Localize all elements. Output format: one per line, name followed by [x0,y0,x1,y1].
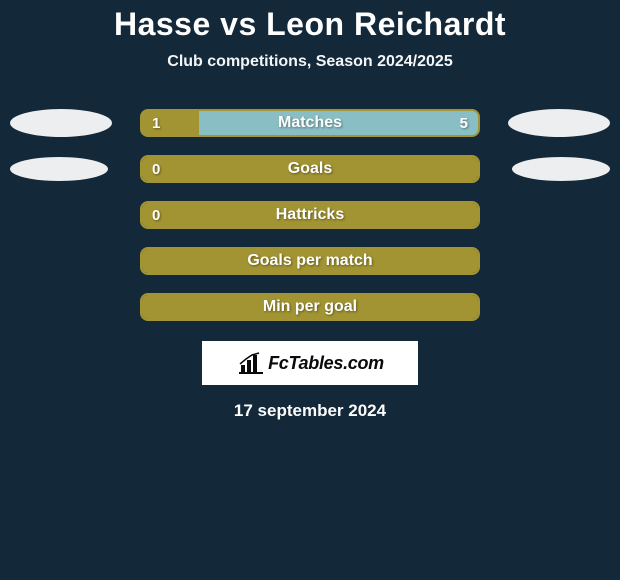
stat-row: 0Goals [0,155,620,183]
page-subtitle: Club competitions, Season 2024/2025 [167,53,452,71]
snapshot-date: 17 september 2024 [234,401,386,421]
stat-label: Matches [142,114,478,132]
player-right-marker [508,109,610,137]
player-left-marker [10,157,108,181]
stat-row: 0Hattricks [0,201,620,229]
source-logo: FcTables.com [202,341,418,385]
stat-label: Goals per match [142,252,478,270]
stat-rows: 15Matches 0Goals 0Hattricks Goals per match… [0,109,620,321]
stat-row: 15Matches [0,109,620,137]
page-title: Hasse vs Leon Reichardt [114,6,506,43]
stat-label: Min per goal [142,298,478,316]
stat-row: Min per goal [0,293,620,321]
stat-bar: 15Matches [140,109,480,137]
player-right-marker [512,157,610,181]
bars-icon [236,352,264,374]
stat-label: Hattricks [142,206,478,224]
stat-bar: 0Goals [140,155,480,183]
player-left-marker [10,109,112,137]
stat-bar: Goals per match [140,247,480,275]
stat-bar: 0Hattricks [140,201,480,229]
stat-row: Goals per match [0,247,620,275]
comparison-card: Hasse vs Leon Reichardt Club competition… [0,0,620,580]
stat-label: Goals [142,160,478,178]
stat-bar: Min per goal [140,293,480,321]
source-logo-text: FcTables.com [268,353,384,374]
